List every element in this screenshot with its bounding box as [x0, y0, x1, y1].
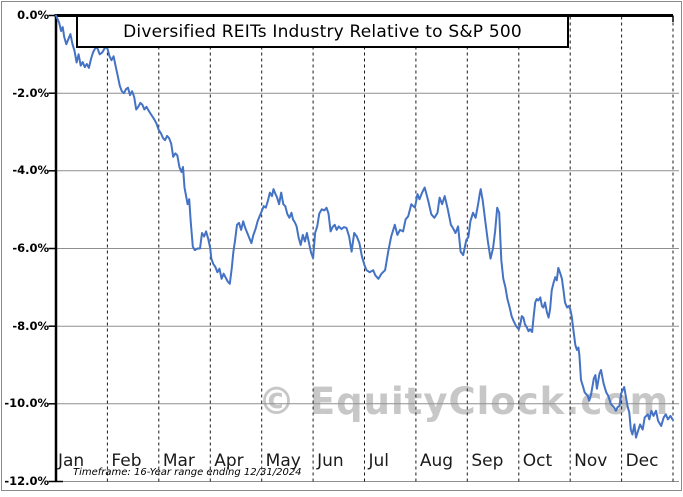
- timeframe-footnote: Timeframe: 16-Year range ending 12/31/20…: [73, 467, 302, 478]
- y-axis-label: -6.0%: [12, 241, 49, 255]
- chart-title-box: Diversified REITs Industry Relative to S…: [76, 15, 569, 48]
- equityclock-watermark: © EquityClock.com: [258, 380, 670, 423]
- y-axis-label: -10.0%: [4, 396, 49, 411]
- y-axis-label: -4.0%: [12, 163, 49, 178]
- series-line: [55, 14, 674, 439]
- x-axis-label-nov: Nov: [574, 451, 608, 471]
- x-axis-label-jul: Jul: [368, 451, 390, 471]
- y-axis-label: -2.0%: [12, 85, 49, 100]
- x-axis-label-feb: Feb: [111, 451, 142, 471]
- chart-title: Diversified REITs Industry Relative to S…: [123, 21, 522, 42]
- x-axis-label-apr: Apr: [214, 451, 244, 471]
- x-axis-label-jun: Jun: [317, 451, 344, 471]
- y-axis-label: -12.0%: [4, 474, 49, 488]
- x-axis-label-dec: Dec: [625, 451, 659, 471]
- x-axis-label-aug: Aug: [419, 451, 454, 471]
- y-axis-label: 0.0%: [17, 8, 49, 22]
- x-axis-label-sep: Sep: [471, 451, 504, 471]
- chart-canvas: [48, 14, 679, 483]
- x-axis-label-oct: Oct: [522, 451, 553, 471]
- x-axis-label-may: May: [265, 451, 301, 471]
- x-axis-label-mar: Mar: [162, 451, 195, 471]
- y-axis-label: -8.0%: [12, 318, 49, 333]
- x-axis-label-jan: Jan: [58, 451, 85, 471]
